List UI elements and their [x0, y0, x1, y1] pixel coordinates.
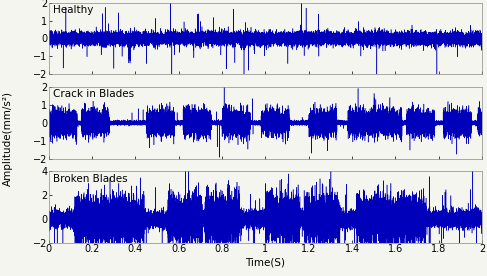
Text: Broken Blades: Broken Blades	[53, 174, 128, 184]
X-axis label: Time(S): Time(S)	[245, 257, 285, 267]
Text: Healthy: Healthy	[53, 5, 94, 15]
Text: Amplitude(mm/s²): Amplitude(mm/s²)	[2, 91, 13, 185]
Text: Crack in Blades: Crack in Blades	[53, 89, 134, 99]
